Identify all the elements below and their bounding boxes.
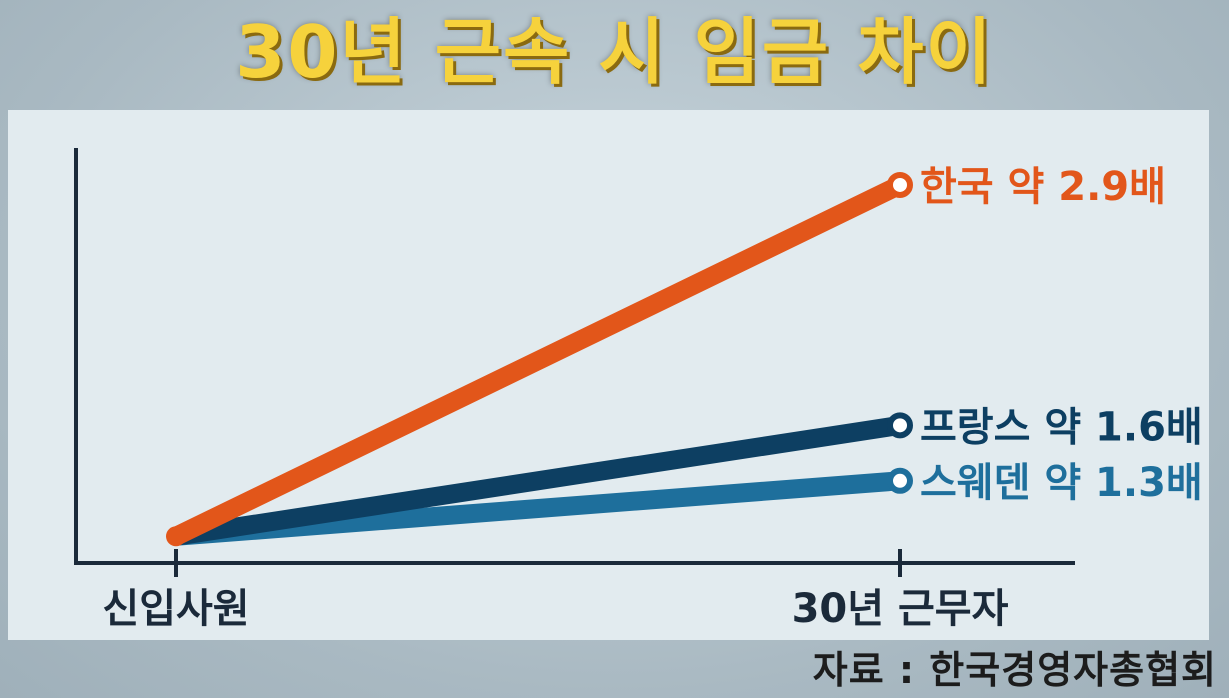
series-line-1 bbox=[166, 415, 910, 546]
series-label-1: 프랑스 약 1.6배 bbox=[920, 404, 1203, 450]
source-note: 자료 : 한국경영자총협회 bbox=[812, 648, 1217, 692]
series-line-0 bbox=[166, 175, 910, 546]
start-point-marker bbox=[166, 526, 186, 547]
end-point-marker-0 bbox=[887, 171, 913, 198]
series-label-0: 한국 약 2.9배 bbox=[920, 164, 1166, 210]
x-tick-label-0: 신입사원 bbox=[102, 586, 249, 632]
chart-panel bbox=[8, 110, 1209, 640]
x-tick-label-1: 30년 근무자 bbox=[792, 586, 1009, 632]
series-label-2: 스웨덴 약 1.3배 bbox=[920, 460, 1203, 506]
end-point-marker-2 bbox=[887, 467, 913, 494]
chart-title: 30년 근속 시 임금 차이 bbox=[235, 10, 994, 94]
end-point-marker-1 bbox=[887, 412, 913, 439]
